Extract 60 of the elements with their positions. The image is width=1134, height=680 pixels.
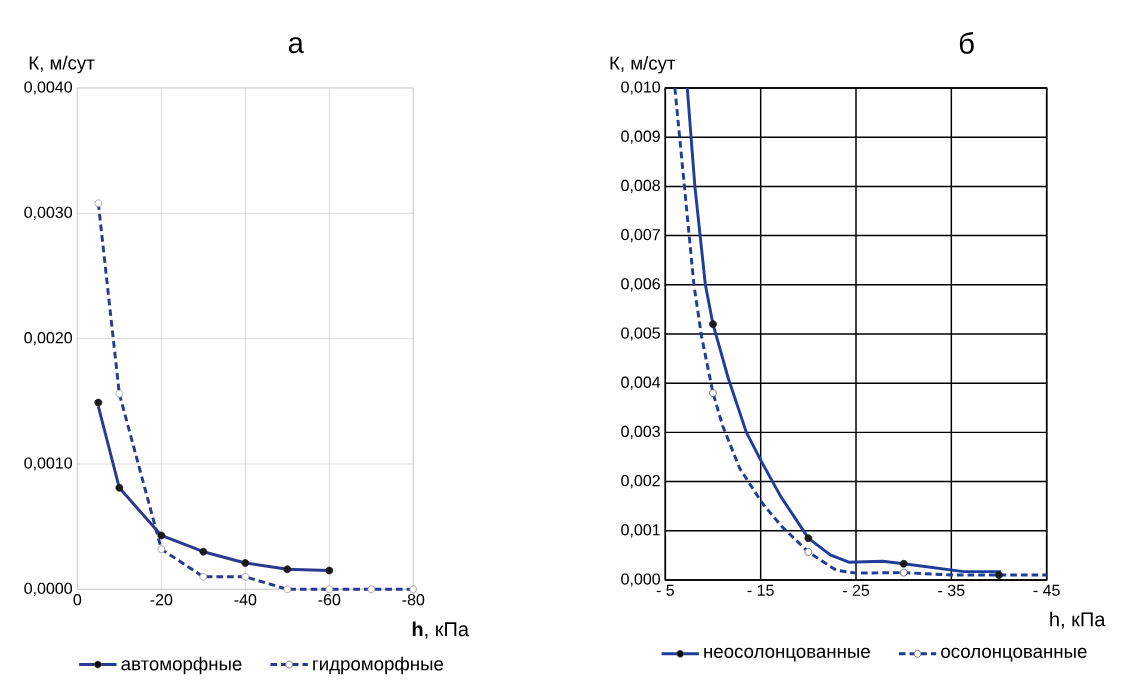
point: [115, 389, 124, 398]
point: [199, 572, 208, 581]
point: [709, 389, 717, 397]
x-tick-label: - 15: [747, 584, 774, 596]
x-axis-title: h, кПа: [412, 621, 469, 639]
point: [899, 568, 908, 577]
y-tick-label: 0,0030: [24, 206, 72, 220]
y-tick-label: 0,007: [621, 228, 660, 243]
y-tick-label: 0,0040: [24, 81, 72, 95]
x-tick-label: - 5: [656, 584, 674, 596]
point: [241, 572, 250, 581]
x-tick-label: - 45: [1033, 584, 1060, 596]
point: [157, 531, 166, 540]
legend-label: гидроморфные: [313, 656, 444, 675]
legend-label: неосолонцованные: [704, 647, 870, 662]
x-tick-label: -80: [402, 594, 425, 606]
point: [709, 320, 717, 329]
y-tick-label: 0,005: [621, 327, 660, 341]
point: [995, 571, 1003, 579]
y-tick-label: 0,001: [621, 524, 660, 538]
x-tick-label: 0: [73, 594, 82, 606]
y-tick-label: 0,000: [621, 573, 660, 587]
legend-label: автоморфные: [121, 656, 242, 675]
y-tick-label: 0,009: [621, 130, 660, 144]
point: [804, 534, 813, 543]
x-tick-label: -20: [150, 594, 173, 606]
y-tick-label: 0,002: [621, 474, 660, 489]
point: [241, 559, 250, 567]
line-series: [673, 86, 1049, 577]
point: [899, 559, 908, 568]
y-tick-label: 0,0020: [24, 332, 72, 346]
y-tick-label: 0,010: [621, 81, 660, 95]
x-tick-label: - 35: [938, 584, 965, 597]
x-axis-title: h, кПа: [1050, 611, 1106, 629]
point: [804, 548, 813, 556]
legend-label: осолонцованные: [941, 647, 1087, 662]
y-tick-label: 0,003: [621, 425, 660, 439]
point: [94, 199, 103, 208]
y-axis-title: К, м/сут: [29, 55, 95, 74]
point: [409, 585, 418, 594]
point: [283, 565, 292, 574]
x-tick-label: - 25: [842, 584, 870, 597]
point: [367, 585, 376, 594]
point: [325, 585, 334, 594]
y-tick-label: 0,0010: [24, 457, 72, 471]
point: [115, 483, 124, 492]
y-tick-label: 0,006: [621, 278, 660, 292]
y-tick-label: 0,004: [621, 376, 661, 390]
chart-title: б: [959, 31, 974, 54]
y-tick-label: 0,0000: [24, 582, 72, 596]
point: [283, 585, 292, 594]
point: [325, 566, 334, 575]
y-tick-label: 0,008: [621, 179, 660, 193]
point: [94, 398, 103, 407]
x-tick-label: -60: [318, 594, 341, 606]
point: [199, 547, 208, 556]
chart-title: а: [288, 37, 304, 54]
point: [157, 545, 166, 554]
y-axis-title: К, м/сут: [610, 56, 676, 74]
x-tick-label: -40: [234, 594, 257, 606]
